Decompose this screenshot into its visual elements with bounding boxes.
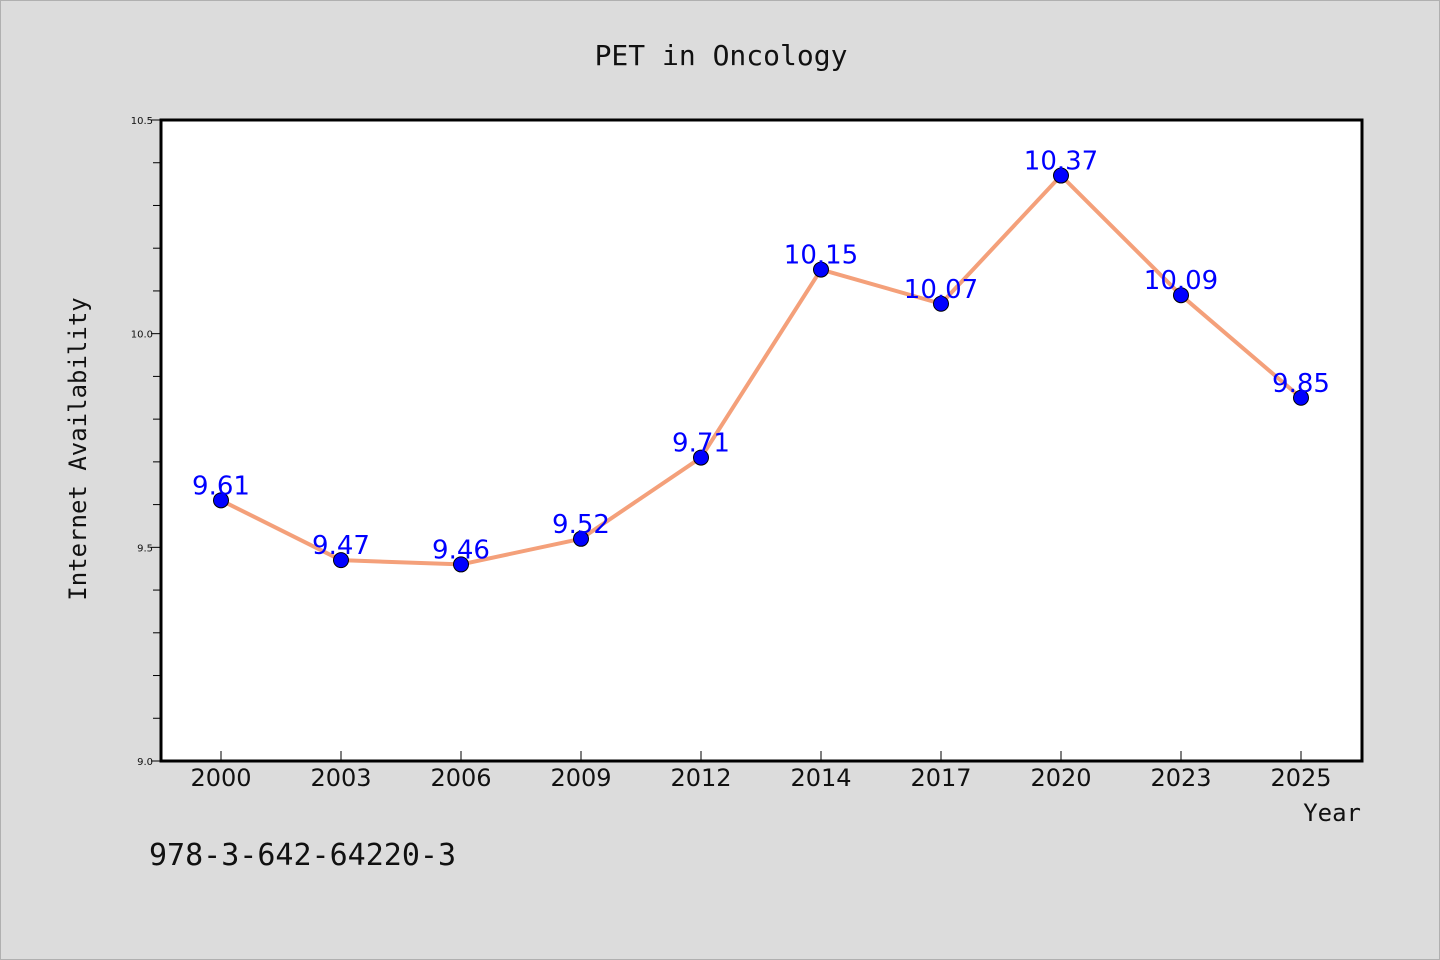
y-axis: 9.0 9.5 10.0 10.5 [131,116,161,768]
y-tick-label: 10.5 [131,116,153,127]
y-axis-label: Internet Availability [64,297,92,600]
x-tick-label: 2012 [670,764,731,792]
data-point [813,261,829,278]
data-label: 9.85 [1272,369,1330,399]
y-tick-label: 9.5 [137,543,153,554]
plot-area [159,118,1364,763]
data-label: 9.52 [552,510,610,540]
x-tick-label: 2025 [1270,764,1331,792]
x-tick-label: 2000 [190,764,251,792]
data-label: 9.61 [192,471,250,501]
x-tick-label: 2006 [430,764,491,792]
data-label: 10.07 [904,275,978,305]
data-point [333,552,349,569]
data-label: 9.46 [432,535,490,565]
data-point [453,556,469,573]
x-tick-label: 2009 [550,764,611,792]
x-axis-label: Year [1303,799,1361,827]
y-tick-label: 9.0 [137,757,153,768]
isbn-footnote: 978-3-642-64220-3 [149,838,456,873]
x-tick-label: 2014 [790,764,851,792]
data-labels: 9.61 9.47 9.46 9.52 9.71 10.15 10.07 10.37 10.09… [192,147,1330,566]
data-label: 10.37 [1024,147,1098,177]
chart-title: PET in Oncology [595,39,848,72]
data-point [213,492,229,509]
x-tick-label: 2020 [1030,764,1091,792]
data-label: 10.15 [784,241,858,271]
x-axis: 2000 2003 2006 2009 2012 2014 2017 2020 2023 2025 [190,751,1332,792]
y-tick-label: 10.0 [131,330,153,341]
data-point [693,449,709,466]
data-point [1173,287,1189,304]
data-point [933,295,949,312]
x-tick-label: 2017 [910,764,971,792]
data-label: 9.71 [672,429,730,459]
series-line [219,173,1303,567]
data-label: 10.09 [1144,266,1218,296]
series-group [213,167,1309,573]
data-point [573,530,589,547]
x-tick-label: 2003 [310,764,371,792]
data-label: 9.47 [312,531,370,561]
data-point [1053,167,1069,184]
x-tick-label: 2023 [1150,764,1211,792]
data-point [1293,389,1309,406]
